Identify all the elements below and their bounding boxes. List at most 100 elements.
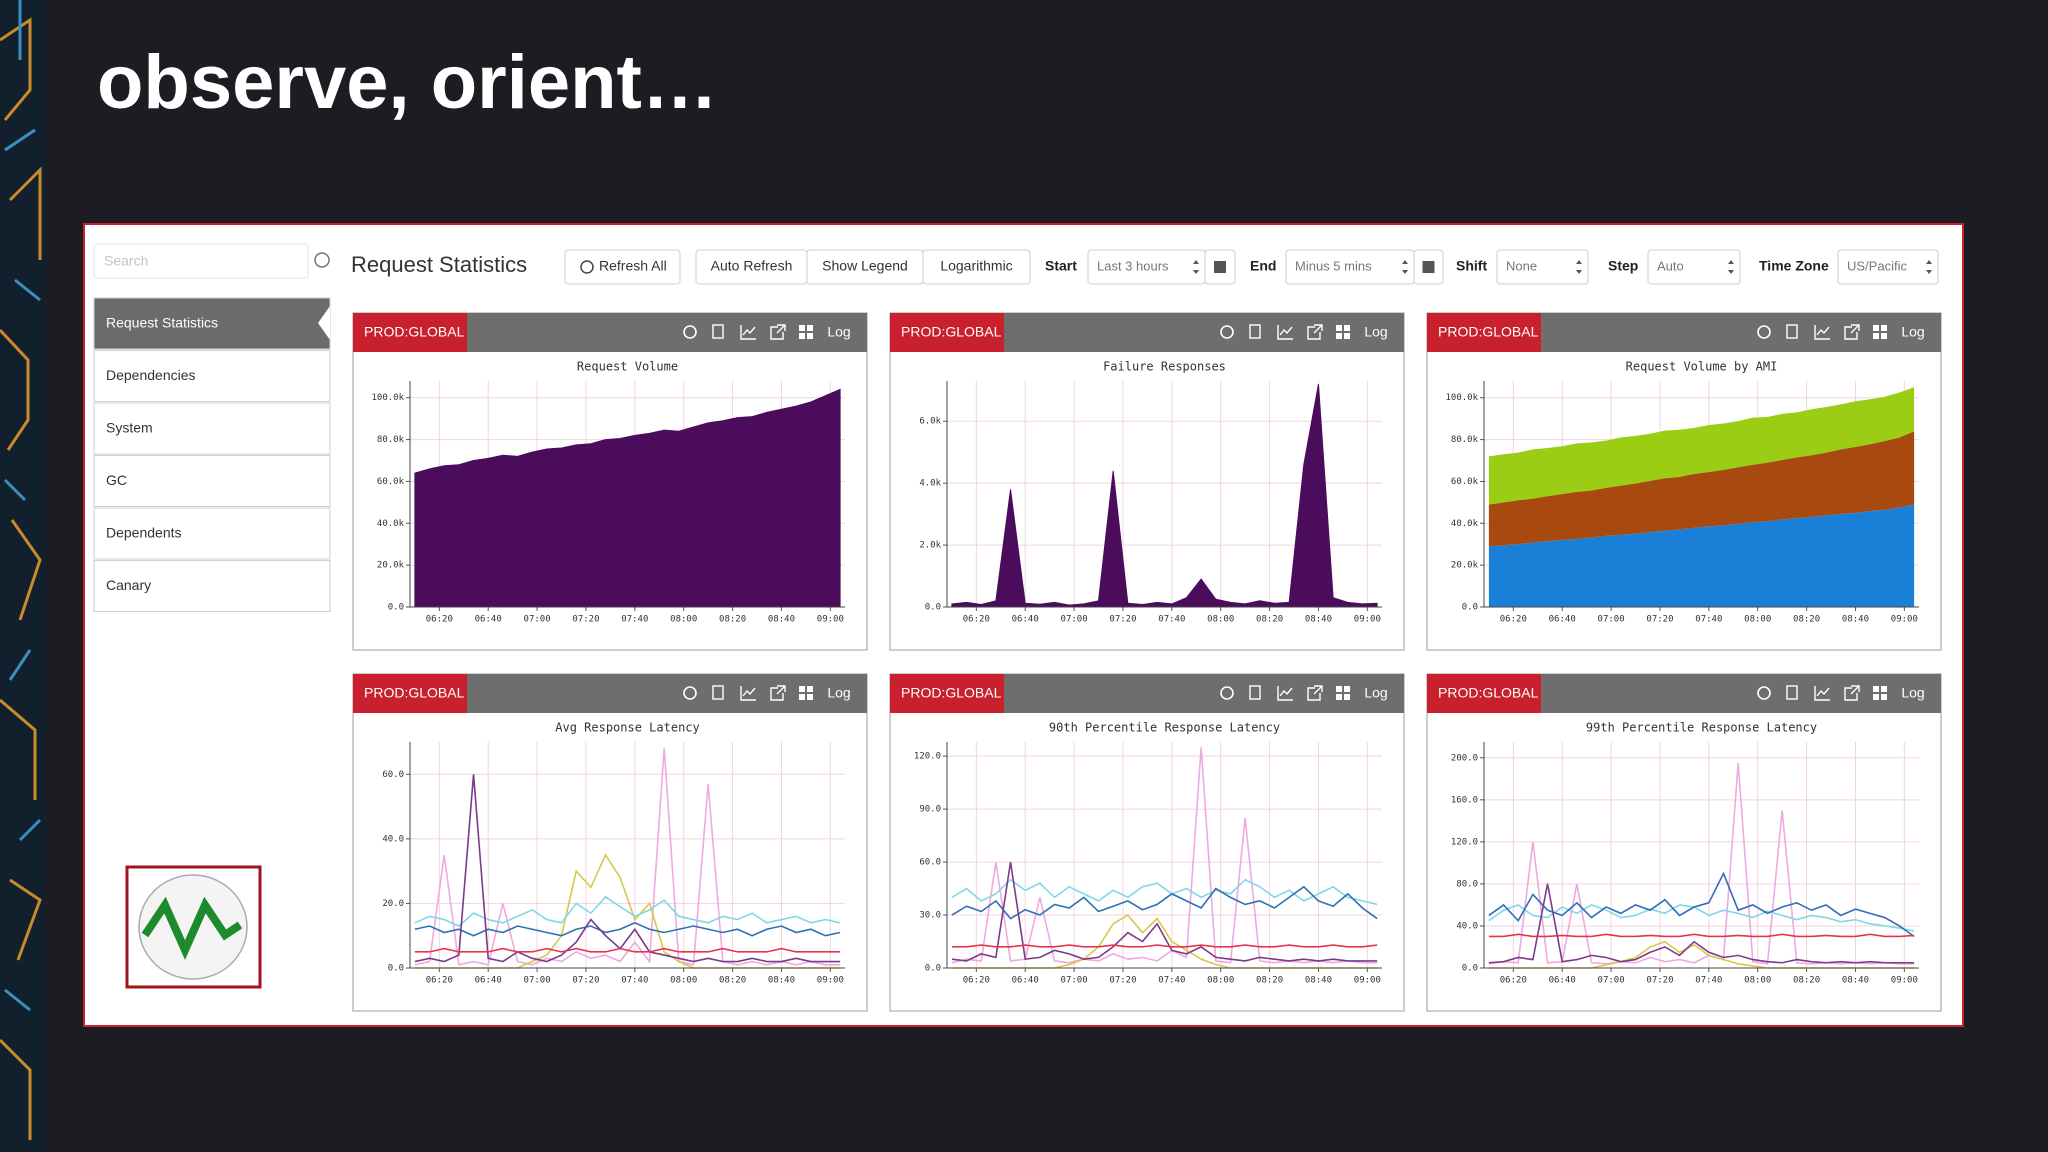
- nav-item[interactable]: Canary: [93, 560, 331, 612]
- refresh-icon[interactable]: [1220, 686, 1234, 700]
- logo-wave: [141, 896, 243, 960]
- document-icon[interactable]: [1249, 685, 1261, 700]
- search-box[interactable]: [93, 243, 309, 279]
- grid-icon-cell[interactable]: [799, 686, 805, 692]
- refresh-icon[interactable]: [683, 325, 697, 339]
- external-link-icon[interactable]: [770, 324, 786, 340]
- refresh-icon[interactable]: [1220, 325, 1234, 339]
- y-tick-label: 60.0k: [377, 477, 405, 487]
- chart-title: 99th Percentile Response Latency: [1586, 721, 1817, 735]
- document-icon[interactable]: [712, 685, 724, 700]
- x-tick-label: 08:20: [1256, 615, 1283, 625]
- grid-icon-cell[interactable]: [1873, 694, 1879, 700]
- grid-icon-cell[interactable]: [1336, 325, 1342, 331]
- grid-icon-cell[interactable]: [1336, 686, 1342, 692]
- x-tick-label: 08:20: [719, 976, 746, 986]
- external-link-icon[interactable]: [1844, 685, 1860, 701]
- panel-tag: PROD:GLOBAL: [901, 685, 1002, 701]
- x-tick-label: 06:40: [1012, 615, 1039, 625]
- document-icon[interactable]: [1249, 324, 1261, 339]
- grid-icon-cell[interactable]: [799, 325, 805, 331]
- toolbar-button[interactable]: [564, 249, 681, 285]
- chart-icon[interactable]: [1277, 686, 1293, 701]
- nav-item[interactable]: System: [93, 402, 331, 455]
- refresh-icon[interactable]: [1757, 325, 1771, 339]
- grid-icon-cell[interactable]: [807, 686, 813, 692]
- document-icon[interactable]: [1786, 685, 1798, 700]
- chart-icon[interactable]: [1814, 686, 1830, 701]
- select-value: Auto: [1657, 258, 1684, 273]
- grid-icon-cell[interactable]: [1344, 694, 1350, 700]
- y-tick-label: 40.0: [382, 834, 404, 844]
- grid-icon-cell[interactable]: [1881, 694, 1887, 700]
- log-toggle[interactable]: Log: [827, 685, 850, 701]
- select-box[interactable]: [1496, 249, 1589, 285]
- refresh-icon[interactable]: [683, 686, 697, 700]
- x-tick-label: 08:00: [1744, 976, 1771, 986]
- grid-icon-cell[interactable]: [1336, 333, 1342, 339]
- chart-icon[interactable]: [1814, 325, 1830, 340]
- grid-icon-cell[interactable]: [1873, 333, 1879, 339]
- grid-icon-cell[interactable]: [1344, 325, 1350, 331]
- search-icon[interactable]: [314, 252, 330, 268]
- select-arrows: [1728, 260, 1734, 274]
- grid-icon-cell[interactable]: [807, 325, 813, 331]
- external-link-icon[interactable]: [1307, 324, 1323, 340]
- document-icon[interactable]: [1786, 324, 1798, 339]
- external-link-icon[interactable]: [1307, 685, 1323, 701]
- grid-icon-cell[interactable]: [1344, 686, 1350, 692]
- x-tick-label: 08:00: [670, 615, 697, 625]
- grid-icon-cell[interactable]: [1336, 694, 1342, 700]
- external-link-icon[interactable]: [770, 685, 786, 701]
- chart-icon[interactable]: [1277, 325, 1293, 340]
- log-toggle[interactable]: Log: [827, 324, 850, 340]
- grid-icon-cell[interactable]: [1873, 686, 1879, 692]
- nav-item[interactable]: Request Statistics: [93, 297, 331, 350]
- x-tick-label: 08:40: [1842, 976, 1869, 986]
- x-tick-label: 06:20: [1500, 976, 1527, 986]
- line: [951, 878, 1378, 906]
- grid-icon-cell[interactable]: [799, 694, 805, 700]
- toolbar-button[interactable]: [922, 249, 1031, 285]
- nav-item-bg: [93, 560, 331, 612]
- page-title: Request Statistics: [351, 252, 527, 277]
- y-tick-label: 40.0k: [377, 519, 405, 529]
- x-tick-label: 07:40: [621, 976, 648, 986]
- toolbar-label: Step: [1608, 258, 1638, 274]
- grid-icon-cell[interactable]: [799, 333, 805, 339]
- chart-icon[interactable]: [740, 325, 756, 340]
- grid-icon-cell[interactable]: [807, 694, 813, 700]
- log-toggle[interactable]: Log: [1901, 685, 1924, 701]
- panel-tag: PROD:GLOBAL: [1438, 685, 1539, 701]
- grid-icon-cell[interactable]: [807, 333, 813, 339]
- document-icon[interactable]: [712, 324, 724, 339]
- grid-icon-cell[interactable]: [1881, 325, 1887, 331]
- log-toggle[interactable]: Log: [1364, 685, 1387, 701]
- x-tick-label: 07:40: [1158, 976, 1185, 986]
- area: [951, 384, 1378, 608]
- chart-title: Failure Responses: [1103, 360, 1226, 374]
- panel-tag-bg: [890, 674, 1004, 713]
- y-tick-label: 80.0k: [377, 435, 405, 445]
- chart-icon[interactable]: [740, 686, 756, 701]
- line: [951, 861, 1378, 962]
- external-link-icon[interactable]: [1844, 324, 1860, 340]
- grid-icon-cell[interactable]: [1344, 333, 1350, 339]
- nav-item[interactable]: GC: [93, 455, 331, 507]
- select-box[interactable]: [1647, 249, 1741, 285]
- x-tick-label: 08:00: [670, 976, 697, 986]
- grid-icon-cell[interactable]: [1873, 325, 1879, 331]
- log-toggle[interactable]: Log: [1364, 324, 1387, 340]
- y-tick-label: 80.0: [1456, 879, 1478, 889]
- grid-icon-cell[interactable]: [1881, 333, 1887, 339]
- refresh-icon[interactable]: [1757, 686, 1771, 700]
- nav-item[interactable]: Dependents: [93, 507, 331, 560]
- decorative-stripe: [0, 0, 46, 1152]
- x-tick-label: 07:40: [1695, 976, 1722, 986]
- nav-item[interactable]: Dependencies: [93, 350, 331, 402]
- x-tick-label: 08:20: [1793, 976, 1820, 986]
- grid-icon-cell[interactable]: [1881, 686, 1887, 692]
- select-value: Last 3 hours: [1097, 258, 1169, 273]
- select-box[interactable]: [1837, 249, 1939, 285]
- log-toggle[interactable]: Log: [1901, 324, 1924, 340]
